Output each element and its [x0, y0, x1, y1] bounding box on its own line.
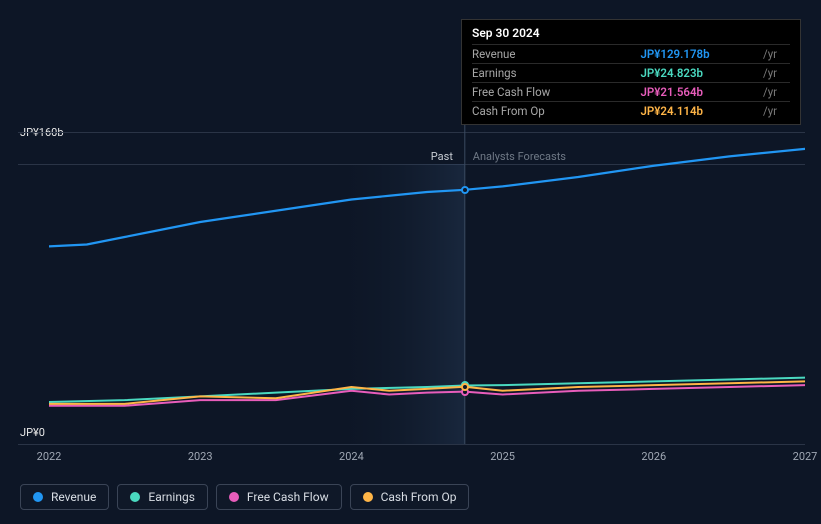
legend-item-earnings[interactable]: Earnings	[117, 484, 208, 510]
legend-label: Earnings	[148, 490, 195, 504]
x-axis-label: 2027	[793, 450, 818, 463]
x-axis-label: 2023	[188, 450, 213, 463]
chart-legend: Revenue Earnings Free Cash Flow Cash From O…	[20, 484, 469, 510]
legend-swatch-icon	[229, 492, 239, 502]
tooltip-table: RevenueJP¥129.178b/yrEarningsJP¥24.823b/…	[472, 44, 790, 120]
legend-label: Free Cash Flow	[247, 490, 329, 504]
tooltip-row: Free Cash FlowJP¥21.564b/yr	[472, 83, 790, 102]
tooltip-metric-value: JP¥21.564b	[640, 83, 758, 102]
tooltip-metric-value: JP¥24.823b	[640, 64, 758, 83]
legend-item-revenue[interactable]: Revenue	[20, 484, 109, 510]
legend-label: Revenue	[51, 490, 96, 504]
tooltip-metric-unit: /yr	[759, 83, 790, 102]
tooltip-metric-label: Revenue	[472, 45, 640, 64]
legend-item-cfo[interactable]: Cash From Op	[350, 484, 470, 510]
x-axis-label: 2022	[37, 450, 62, 463]
y-axis-label-zero: JP¥0	[20, 426, 45, 439]
tooltip-metric-value: JP¥129.178b	[640, 45, 758, 64]
x-axis-label: 2024	[339, 450, 364, 463]
gridline	[18, 444, 805, 445]
tooltip-metric-unit: /yr	[759, 64, 790, 83]
hover-marker	[461, 383, 469, 391]
tooltip-date: Sep 30 2024	[472, 26, 790, 40]
tooltip-row: EarningsJP¥24.823b/yr	[472, 64, 790, 83]
hover-marker	[461, 186, 469, 194]
x-axis-label: 2025	[490, 450, 515, 463]
legend-swatch-icon	[130, 492, 140, 502]
tooltip-metric-label: Cash From Op	[472, 102, 640, 121]
section-label-past: Past	[431, 150, 453, 163]
tooltip-metric-label: Earnings	[472, 64, 640, 83]
tooltip-metric-value: JP¥24.114b	[640, 102, 758, 121]
legend-item-fcf[interactable]: Free Cash Flow	[216, 484, 342, 510]
chart-tooltip: Sep 30 2024 RevenueJP¥129.178b/yrEarning…	[461, 19, 801, 125]
tooltip-row: Cash From OpJP¥24.114b/yr	[472, 102, 790, 121]
tooltip-metric-label: Free Cash Flow	[472, 83, 640, 102]
tooltip-metric-unit: /yr	[759, 102, 790, 121]
legend-label: Cash From Op	[381, 490, 457, 504]
legend-swatch-icon	[33, 492, 43, 502]
legend-swatch-icon	[363, 492, 373, 502]
section-label-forecast: Analysts Forecasts	[473, 150, 566, 163]
tooltip-metric-unit: /yr	[759, 45, 790, 64]
tooltip-row: RevenueJP¥129.178b/yr	[472, 45, 790, 64]
financial-forecast-chart: JP¥160b JP¥0 Past Analysts Forecasts 202…	[0, 0, 821, 524]
x-axis-label: 2026	[641, 450, 666, 463]
